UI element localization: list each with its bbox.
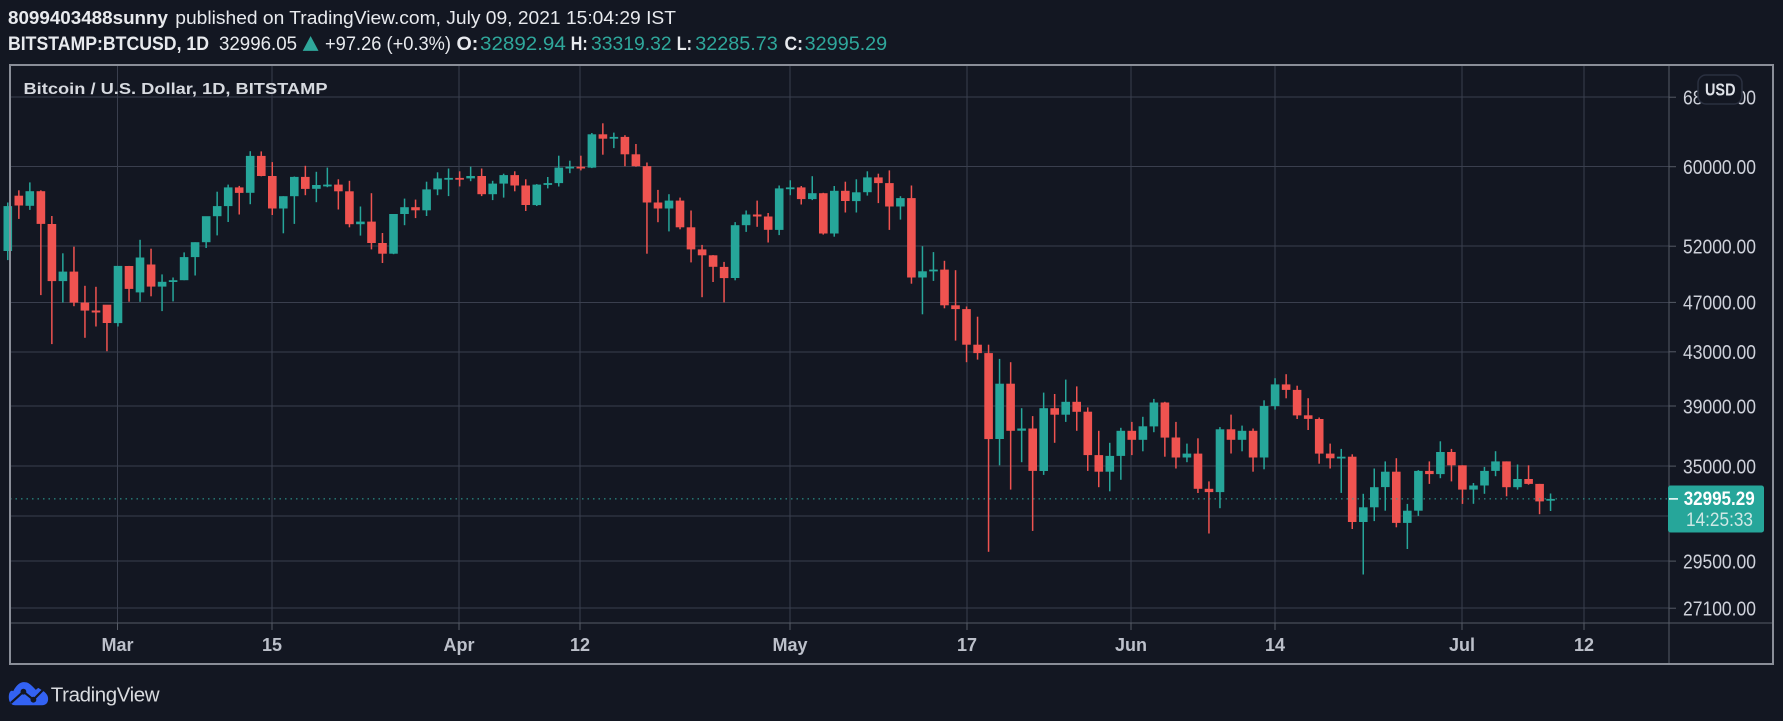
svg-text:17: 17 [957,635,977,655]
svg-text:33319.32: 33319.32 [591,34,672,55]
svg-text:Bitcoin / U.S. Dollar, 1D, BIT: Bitcoin / U.S. Dollar, 1D, BITSTAMP [24,81,328,98]
svg-text:27100.00: 27100.00 [1683,599,1756,621]
svg-text:L:: L: [677,34,692,55]
svg-text:32892.94: 32892.94 [480,34,566,55]
svg-text:Jul: Jul [1449,635,1475,655]
svg-text:12: 12 [1574,635,1594,655]
svg-text:32285.73: 32285.73 [695,34,778,55]
svg-text:39000.00: 39000.00 [1683,396,1756,418]
svg-text:TradingView: TradingView [51,684,160,707]
svg-text:C:: C: [785,34,804,55]
svg-text:52000.00: 52000.00 [1683,237,1756,259]
svg-text:8099403488sunny: 8099403488sunny [8,7,169,28]
svg-text:32995.29: 32995.29 [805,34,888,55]
svg-text:O:: O: [457,34,479,55]
svg-text:32996.05: 32996.05 [219,34,297,55]
svg-text:+97.26 (+0.3%): +97.26 (+0.3%) [325,34,451,55]
svg-text:29500.00: 29500.00 [1683,551,1756,573]
svg-text:H:: H: [571,34,588,55]
svg-text:15: 15 [262,635,282,655]
svg-text:USD: USD [1705,80,1736,100]
svg-text:12: 12 [570,635,590,655]
svg-text:47000.00: 47000.00 [1683,293,1756,315]
svg-text:Mar: Mar [101,635,133,655]
svg-text:Apr: Apr [444,635,475,655]
svg-text:14:25:33: 14:25:33 [1686,510,1753,531]
svg-text:32995.29: 32995.29 [1684,488,1755,510]
svg-text:published on TradingView.com,: published on TradingView.com, July 09, 2… [175,7,676,28]
svg-text:BITSTAMP:BTCUSD, 1D: BITSTAMP:BTCUSD, 1D [8,34,209,55]
svg-text:35000.00: 35000.00 [1683,456,1756,478]
svg-text:60000.00: 60000.00 [1683,157,1756,179]
svg-text:May: May [772,635,807,655]
svg-text:43000.00: 43000.00 [1683,342,1756,364]
svg-text:14: 14 [1265,635,1285,655]
svg-text:Jun: Jun [1115,635,1147,655]
